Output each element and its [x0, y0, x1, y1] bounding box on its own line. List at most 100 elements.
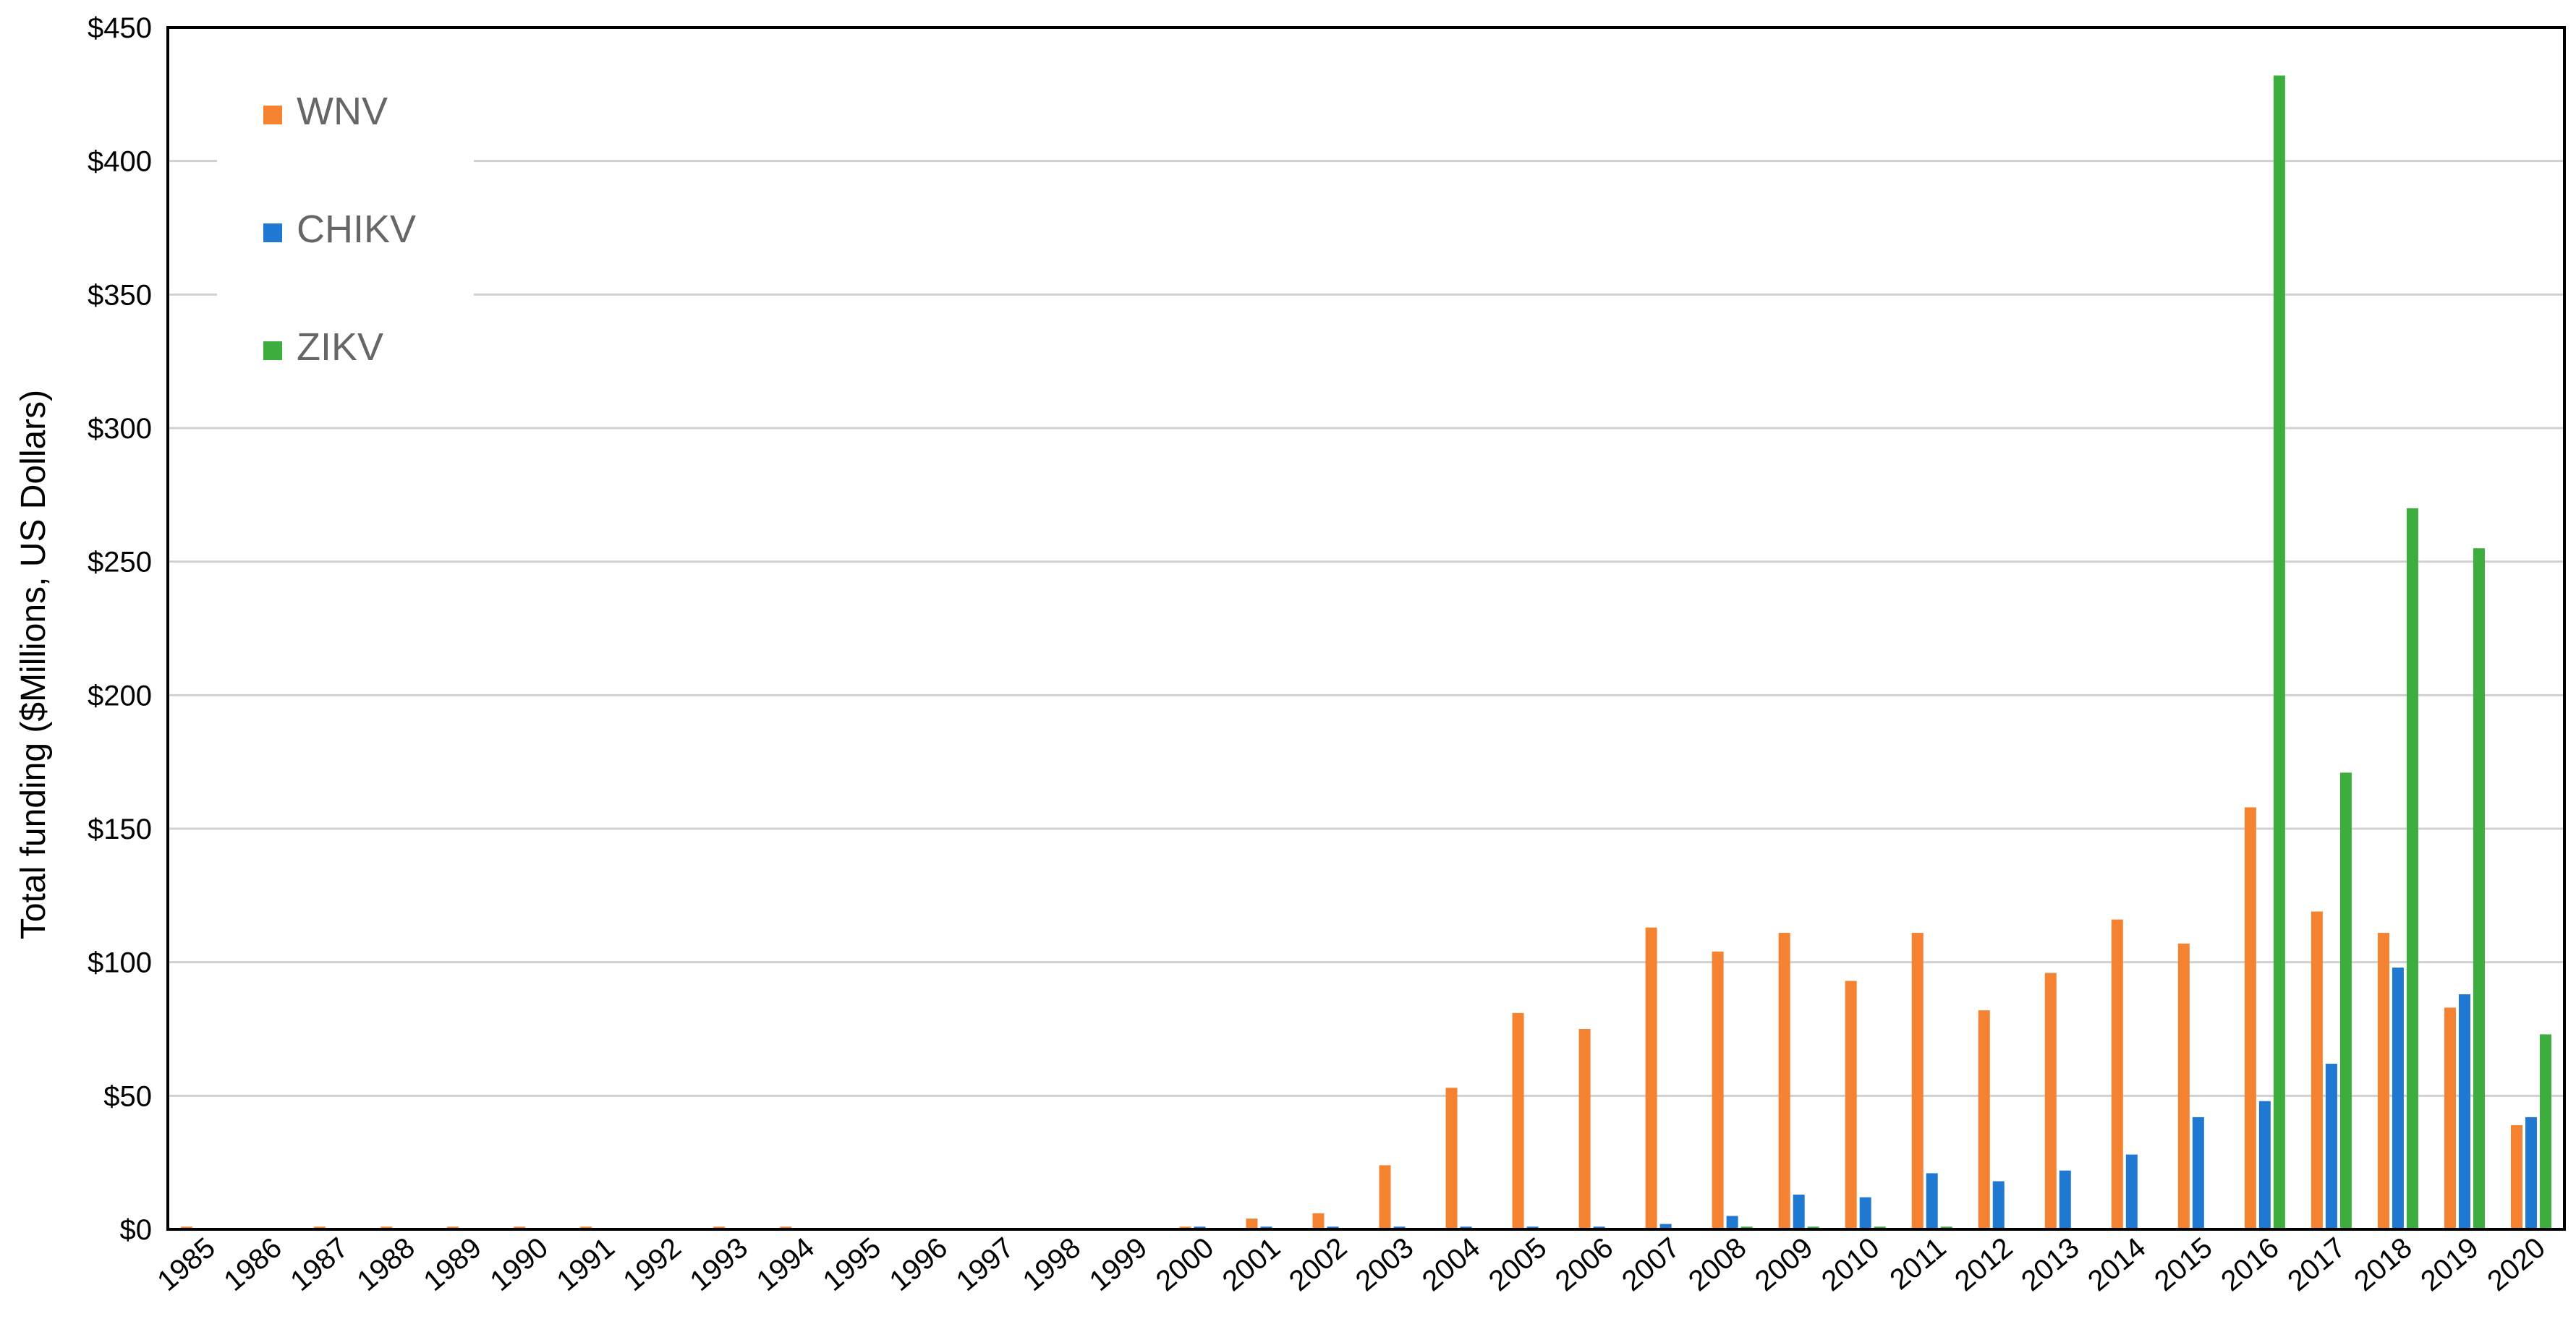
bar-chikv-2018 — [2392, 968, 2404, 1229]
bar-wnv-2009 — [1778, 933, 1790, 1229]
y-tick-label: $400 — [88, 146, 152, 178]
x-tick-label: 1987 — [284, 1231, 354, 1297]
bar-zikv-2019 — [2473, 548, 2485, 1229]
y-axis-tick-labels: $0 $50 $100 $150 $200 $250 $300 $350 $400 $450 — [88, 12, 152, 1246]
bar-chikv-2011 — [1926, 1173, 1938, 1229]
bar-wnv-2011 — [1911, 933, 1924, 1229]
x-tick-label: 2004 — [1416, 1231, 1486, 1297]
bar-chikv-2014 — [2125, 1154, 2138, 1229]
y-tick-label: $200 — [88, 680, 152, 712]
x-tick-label: 2006 — [1550, 1231, 1619, 1297]
bar-wnv-2017 — [2311, 911, 2323, 1229]
x-tick-label: 2018 — [2348, 1231, 2418, 1297]
legend-background — [217, 72, 474, 311]
legend: WNV CHIKV ZIKV — [217, 72, 474, 369]
legend-label-chikv: CHIKV — [297, 208, 416, 251]
x-tick-label: 1997 — [951, 1231, 1020, 1297]
bar-zikv-2020 — [2539, 1034, 2551, 1229]
x-tick-label: 2005 — [1483, 1231, 1552, 1297]
bar-wnv-2010 — [1845, 981, 1857, 1229]
y-tick-label: $150 — [88, 814, 152, 845]
x-tick-label: 2007 — [1616, 1231, 1686, 1297]
y-tick-label: $50 — [103, 1080, 152, 1112]
bar-chikv-2007 — [1659, 1224, 1672, 1229]
gridlines — [168, 160, 2564, 1097]
x-tick-label: 1990 — [484, 1231, 553, 1297]
bar-wnv-2008 — [1712, 951, 1724, 1229]
bar-wnv-2003 — [1379, 1165, 1391, 1229]
x-tick-label: 2001 — [1217, 1231, 1286, 1297]
x-tick-label: 2011 — [1884, 1231, 1952, 1296]
legend-swatch-chikv — [263, 223, 282, 242]
x-tick-label: 2008 — [1683, 1231, 1752, 1297]
bar-wnv-2004 — [1445, 1088, 1458, 1229]
bar-wnv-2005 — [1512, 1012, 1524, 1229]
x-tick-label: 2019 — [2415, 1231, 2484, 1297]
x-tick-label: 2009 — [1749, 1231, 1819, 1297]
bar-wnv-2013 — [2044, 973, 2057, 1229]
bar-wnv-2012 — [1978, 1010, 1990, 1229]
x-tick-label: 1998 — [1017, 1231, 1087, 1297]
x-tick-label: 1985 — [151, 1231, 221, 1297]
bar-wnv-2014 — [2111, 919, 2123, 1229]
x-tick-label: 2002 — [1283, 1231, 1353, 1297]
y-tick-label: $250 — [88, 547, 152, 579]
bar-wnv-2001 — [1246, 1218, 1258, 1229]
legend-label-zikv: ZIKV — [297, 325, 383, 369]
bar-wnv-2002 — [1312, 1213, 1325, 1229]
x-tick-label: 1988 — [351, 1231, 420, 1297]
bar-zikv-2016 — [2273, 75, 2285, 1230]
y-tick-label: $0 — [120, 1214, 153, 1246]
bar-chikv-2016 — [2258, 1101, 2271, 1229]
x-tick-label: 1999 — [1084, 1231, 1153, 1297]
bar-chikv-2013 — [2059, 1170, 2071, 1229]
bar-chikv-2017 — [2325, 1064, 2337, 1229]
bar-zikv-2017 — [2339, 772, 2352, 1229]
x-tick-label: 1995 — [817, 1231, 887, 1297]
bar-wnv-2015 — [2177, 943, 2190, 1229]
legend-swatch-zikv — [263, 341, 282, 360]
x-tick-label: 2016 — [2215, 1231, 2284, 1297]
bar-chikv-2010 — [1859, 1197, 1871, 1229]
y-tick-label: $300 — [88, 413, 152, 445]
x-tick-label: 2013 — [2015, 1231, 2085, 1297]
x-tick-label: 1991 — [551, 1231, 621, 1297]
bar-chikv-2015 — [2192, 1117, 2204, 1229]
bar-wnv-2019 — [2444, 1007, 2456, 1229]
y-tick-label: $450 — [88, 12, 152, 44]
y-tick-label: $350 — [88, 279, 152, 311]
bars — [181, 75, 2551, 1230]
x-tick-label: 2017 — [2282, 1231, 2351, 1297]
x-tick-label: 2014 — [2082, 1231, 2151, 1297]
x-tick-label: 1992 — [618, 1231, 687, 1297]
bar-wnv-2020 — [2510, 1124, 2522, 1229]
bar-wnv-2016 — [2244, 807, 2256, 1229]
bar-chikv-2012 — [1992, 1181, 2005, 1229]
bar-zikv-2018 — [2406, 508, 2418, 1229]
x-tick-label: 2020 — [2481, 1231, 2551, 1297]
y-axis-title: Total funding ($Millions, US Dollars) — [14, 390, 53, 939]
x-tick-label: 2015 — [2148, 1231, 2218, 1297]
bar-wnv-2007 — [1645, 927, 1657, 1229]
bar-chikv-2020 — [2525, 1117, 2537, 1229]
bar-wnv-2006 — [1578, 1029, 1591, 1229]
legend-swatch-wnv — [263, 106, 282, 124]
x-tick-label: 1993 — [684, 1231, 754, 1297]
x-tick-label: 2003 — [1350, 1231, 1419, 1297]
x-axis-tick-labels: 1985198619871988198919901991199219931994… — [151, 1231, 2551, 1297]
plot-frame — [166, 26, 2566, 1231]
x-tick-label: 2012 — [1949, 1231, 2018, 1297]
x-tick-label: 1986 — [218, 1231, 287, 1297]
x-tick-label: 1996 — [884, 1231, 953, 1297]
x-tick-label: 2010 — [1816, 1231, 1885, 1297]
bar-wnv-2018 — [2377, 933, 2389, 1229]
x-tick-label: 1989 — [417, 1231, 487, 1297]
bar-chikv-2008 — [1726, 1216, 1738, 1229]
legend-label-wnv: WNV — [297, 90, 388, 133]
bar-chikv-2019 — [2458, 994, 2470, 1229]
y-tick-label: $100 — [88, 947, 152, 979]
bar-chikv-2009 — [1793, 1194, 1805, 1229]
x-tick-label: 1994 — [751, 1231, 820, 1297]
x-tick-label: 2000 — [1150, 1231, 1220, 1297]
